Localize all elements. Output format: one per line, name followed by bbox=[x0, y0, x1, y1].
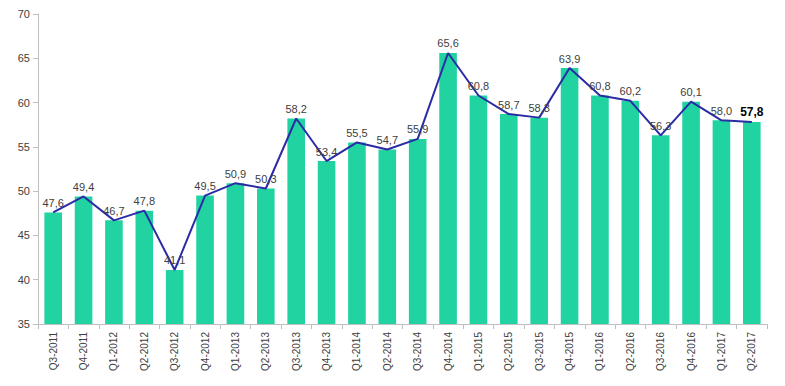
svg-text:55,5: 55,5 bbox=[346, 127, 367, 139]
svg-text:Q4-2015: Q4-2015 bbox=[564, 332, 575, 371]
svg-text:47,8: 47,8 bbox=[134, 195, 155, 207]
svg-text:Q4-2014: Q4-2014 bbox=[443, 332, 454, 371]
svg-text:Q4-2013: Q4-2013 bbox=[321, 332, 332, 371]
svg-text:35: 35 bbox=[18, 318, 30, 330]
svg-text:55: 55 bbox=[18, 141, 30, 153]
svg-text:Q1-2015: Q1-2015 bbox=[473, 332, 484, 371]
svg-text:60,1: 60,1 bbox=[680, 86, 701, 98]
svg-text:45: 45 bbox=[18, 229, 30, 241]
svg-text:65: 65 bbox=[18, 52, 30, 64]
svg-text:Q2-2017: Q2-2017 bbox=[746, 332, 757, 371]
svg-text:57,8: 57,8 bbox=[740, 105, 764, 119]
svg-text:46,7: 46,7 bbox=[103, 205, 124, 217]
svg-text:Q3-2015: Q3-2015 bbox=[534, 332, 545, 371]
svg-text:60,8: 60,8 bbox=[468, 80, 489, 92]
svg-text:Q1-2016: Q1-2016 bbox=[594, 332, 605, 371]
svg-text:55,9: 55,9 bbox=[407, 123, 428, 135]
svg-text:63,9: 63,9 bbox=[559, 53, 580, 65]
svg-text:Q3-2011: Q3-2011 bbox=[48, 332, 59, 371]
svg-text:49,5: 49,5 bbox=[194, 180, 215, 192]
svg-text:50: 50 bbox=[18, 185, 30, 197]
svg-text:49,4: 49,4 bbox=[73, 181, 94, 193]
svg-text:Q3-2012: Q3-2012 bbox=[169, 332, 180, 371]
svg-text:60,8: 60,8 bbox=[589, 80, 610, 92]
svg-text:58,7: 58,7 bbox=[498, 99, 519, 111]
svg-text:40: 40 bbox=[18, 274, 30, 286]
svg-text:41,1: 41,1 bbox=[164, 254, 185, 266]
svg-text:58,0: 58,0 bbox=[711, 105, 732, 117]
svg-text:Q3-2013: Q3-2013 bbox=[291, 332, 302, 371]
svg-text:Q2-2013: Q2-2013 bbox=[260, 332, 271, 371]
svg-text:58,3: 58,3 bbox=[528, 102, 549, 114]
svg-text:53,4: 53,4 bbox=[316, 146, 337, 158]
svg-text:Q1-2014: Q1-2014 bbox=[351, 332, 362, 371]
svg-text:Q2-2014: Q2-2014 bbox=[382, 332, 393, 371]
svg-text:Q1-2013: Q1-2013 bbox=[230, 332, 241, 371]
svg-text:47,6: 47,6 bbox=[42, 197, 63, 209]
svg-text:Q2-2015: Q2-2015 bbox=[503, 332, 514, 371]
svg-text:Q2-2016: Q2-2016 bbox=[625, 332, 636, 371]
svg-text:70: 70 bbox=[18, 8, 30, 20]
svg-text:54,7: 54,7 bbox=[377, 134, 398, 146]
svg-text:Q3-2016: Q3-2016 bbox=[655, 332, 666, 371]
svg-text:50,9: 50,9 bbox=[225, 168, 246, 180]
svg-text:50,3: 50,3 bbox=[255, 173, 276, 185]
svg-text:Q2-2012: Q2-2012 bbox=[139, 332, 150, 371]
svg-text:60: 60 bbox=[18, 97, 30, 109]
svg-text:65,6: 65,6 bbox=[437, 37, 458, 49]
svg-text:Q4-2016: Q4-2016 bbox=[686, 332, 697, 371]
svg-text:Q3-2014: Q3-2014 bbox=[412, 332, 423, 371]
svg-text:Q4-2011: Q4-2011 bbox=[78, 332, 89, 371]
svg-text:Q1-2012: Q1-2012 bbox=[108, 332, 119, 371]
svg-text:58,2: 58,2 bbox=[285, 103, 306, 115]
svg-text:60,2: 60,2 bbox=[620, 85, 641, 97]
svg-text:Q4-2012: Q4-2012 bbox=[200, 332, 211, 371]
svg-text:Q1-2017: Q1-2017 bbox=[716, 332, 727, 371]
svg-text:56,3: 56,3 bbox=[650, 120, 671, 132]
